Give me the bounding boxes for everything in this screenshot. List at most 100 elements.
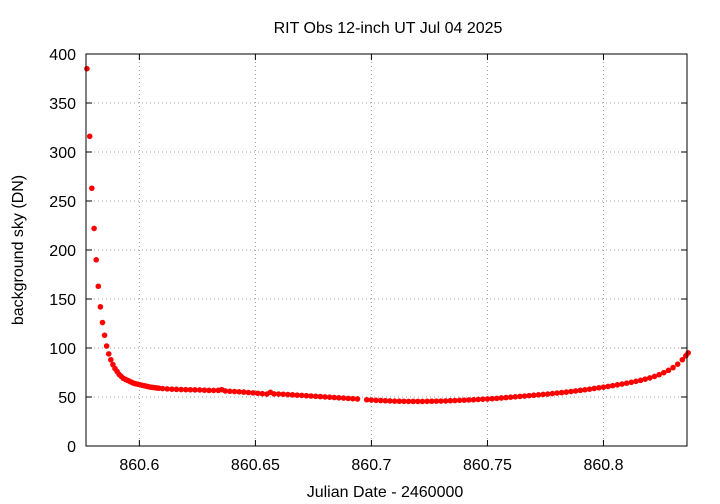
data-point (401, 398, 407, 405)
data-point (549, 390, 556, 397)
y-tick-label: 150 (49, 292, 76, 309)
x-tick-label: 860.65 (231, 457, 280, 474)
data-point (350, 395, 356, 402)
tick-labels: 860.6 860.65 860.7 860.75 860.8 0 50 100 150 200 2… (49, 47, 623, 474)
data-point (95, 283, 102, 290)
chart-title: RIT Obs 12-inch UT Jul 04 2025 (274, 20, 503, 37)
data-point (271, 391, 277, 397)
data-point (373, 397, 379, 404)
data-point (647, 375, 653, 381)
y-tick-label: 50 (58, 390, 76, 407)
data-point (354, 396, 361, 402)
data-point (294, 392, 300, 398)
data-point (108, 356, 114, 363)
y-tick-label: 100 (49, 341, 76, 358)
x-tick-label: 860.6 (119, 457, 159, 474)
data-point (531, 392, 537, 399)
data-point (91, 225, 97, 232)
data-point (438, 398, 444, 404)
data-point (254, 390, 261, 397)
data-point (231, 388, 238, 395)
data-point (628, 379, 635, 386)
data-point (614, 382, 621, 388)
data-point (674, 361, 681, 367)
data-point (93, 257, 100, 263)
y-tick-label: 400 (49, 47, 76, 64)
y-tick-label: 300 (49, 145, 76, 162)
data-point (86, 133, 93, 140)
data-point (275, 391, 282, 397)
data-point (563, 389, 570, 395)
data-point (660, 369, 667, 376)
data-point (363, 396, 370, 403)
data-point (405, 398, 412, 405)
data-point (679, 356, 686, 363)
data-point (498, 395, 505, 401)
data-point (280, 391, 287, 398)
data-point (415, 398, 421, 405)
data-point (424, 398, 430, 405)
data-point (619, 381, 625, 387)
data-point (382, 397, 389, 404)
data-point (558, 389, 565, 396)
data-point (433, 398, 440, 404)
data-point (623, 380, 630, 386)
x-tick-label: 860.8 (583, 457, 623, 474)
data-point (387, 398, 393, 404)
data-point (331, 394, 338, 401)
data-point (164, 386, 171, 392)
data-point (240, 389, 247, 395)
data-point (554, 390, 560, 396)
data-point (285, 391, 291, 398)
data-point (97, 304, 104, 310)
data-point (210, 387, 217, 394)
data-point (489, 395, 495, 402)
data-point (447, 397, 454, 404)
axis-ticks (86, 53, 687, 447)
data-point (609, 382, 616, 389)
data-point (568, 388, 574, 395)
data-point (308, 393, 314, 399)
data-point (452, 397, 458, 404)
data-point (178, 386, 184, 393)
data-point (201, 387, 208, 393)
data-point (419, 398, 426, 405)
x-tick-label: 860.75 (463, 457, 512, 474)
data-point (665, 367, 672, 374)
x-tick-label: 860.7 (351, 457, 391, 474)
x-axis-title: Julian Date - 2460000 (307, 484, 464, 501)
data-point (633, 378, 639, 385)
data-point (336, 394, 342, 401)
y-axis-title: background sky (DN) (10, 175, 27, 325)
data-point (192, 387, 198, 393)
data-point (322, 394, 328, 400)
data-point (317, 393, 324, 400)
data-point (289, 392, 296, 398)
data-point (326, 394, 333, 400)
data-point (466, 397, 472, 403)
data-point (391, 398, 398, 404)
data-point (507, 394, 514, 400)
data-point (456, 397, 463, 404)
data-point (105, 351, 112, 357)
data-point (637, 377, 644, 384)
data-point (206, 387, 212, 394)
data-point (303, 392, 310, 399)
data-point (173, 386, 180, 393)
data-point (368, 397, 375, 403)
data-point (377, 397, 384, 404)
data-point (642, 376, 649, 382)
data-point (187, 386, 194, 393)
data-point (442, 398, 449, 404)
data-point (475, 396, 481, 403)
data-point (479, 396, 486, 402)
data-point (656, 371, 662, 378)
data-point (410, 398, 416, 405)
data-point (396, 398, 403, 405)
plot-frame (85, 53, 688, 447)
data-point (428, 398, 435, 405)
data-point (299, 392, 305, 399)
data-point (245, 389, 252, 396)
data-point (312, 393, 319, 400)
data-point (103, 343, 110, 349)
